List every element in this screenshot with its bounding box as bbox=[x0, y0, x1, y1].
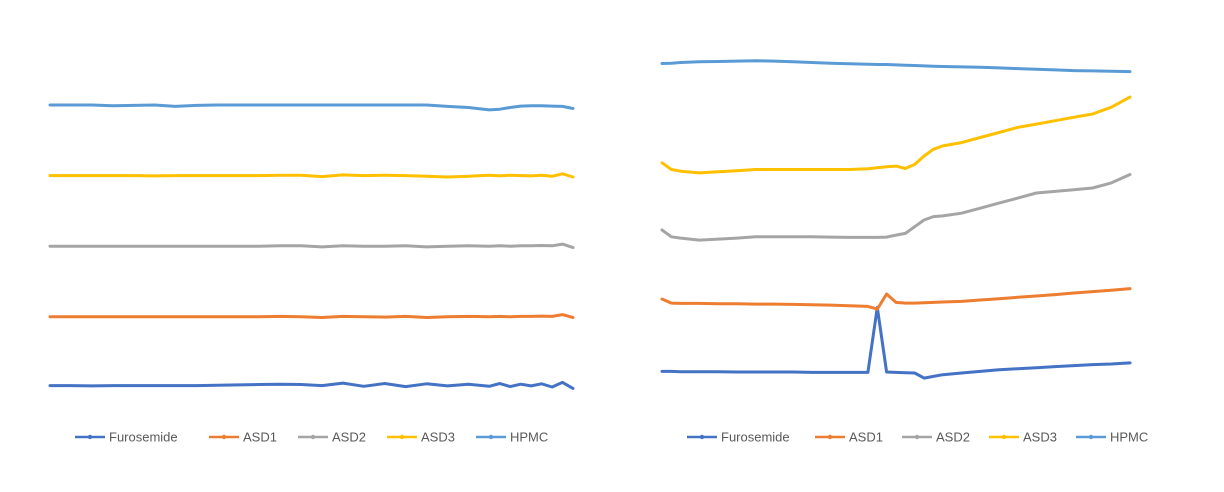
legend-label: Furosemide bbox=[721, 430, 790, 445]
series-line-asd2 bbox=[660, 173, 1132, 242]
series-line-asd2 bbox=[48, 242, 575, 250]
legend-marker bbox=[699, 434, 705, 440]
series-line-asd3 bbox=[48, 172, 575, 179]
legend-marker bbox=[87, 434, 93, 440]
legend-label: ASD1 bbox=[849, 430, 883, 445]
chart-left: Furosemide ASD1 ASD2 ASD3 HPMC bbox=[48, 103, 575, 445]
legend-item-asd2: ASD2 bbox=[298, 430, 366, 445]
legend-item-furosemide: Furosemide bbox=[687, 430, 790, 445]
legend-marker bbox=[399, 434, 405, 440]
legend-label: ASD2 bbox=[332, 430, 366, 445]
chart-right: Furosemide ASD1 ASD2 ASD3 HPMC bbox=[660, 59, 1148, 445]
legend-item-hpmc: HPMC bbox=[476, 430, 548, 445]
legend-marker bbox=[1001, 434, 1007, 440]
legend-item-asd2: ASD2 bbox=[902, 430, 970, 445]
series-line-asd1 bbox=[48, 313, 575, 319]
legend-item-asd1: ASD1 bbox=[209, 430, 277, 445]
series-line-asd3 bbox=[660, 95, 1132, 175]
legend-marker bbox=[827, 434, 833, 440]
series-line-hpmc bbox=[660, 59, 1132, 74]
legend-label: ASD3 bbox=[1023, 430, 1057, 445]
legend-label: ASD2 bbox=[936, 430, 970, 445]
legend-label: HPMC bbox=[510, 430, 548, 445]
series-line-furosemide bbox=[48, 380, 575, 390]
legend-marker bbox=[221, 434, 227, 440]
legend-item-furosemide: Furosemide bbox=[75, 430, 178, 445]
legend-label: HPMC bbox=[1110, 430, 1148, 445]
legend-item-asd3: ASD3 bbox=[989, 430, 1057, 445]
series-line-hpmc bbox=[48, 103, 575, 112]
legend-label: ASD3 bbox=[421, 430, 455, 445]
series-line-furosemide bbox=[660, 305, 1132, 380]
series-line-asd1 bbox=[660, 287, 1132, 311]
legend-label: ASD1 bbox=[243, 430, 277, 445]
legend-item-asd3: ASD3 bbox=[387, 430, 455, 445]
legend-marker bbox=[1088, 434, 1094, 440]
legend-item-asd1: ASD1 bbox=[815, 430, 883, 445]
legend-item-hpmc: HPMC bbox=[1076, 430, 1148, 445]
legend-marker bbox=[914, 434, 920, 440]
legend-label: Furosemide bbox=[109, 430, 178, 445]
legend-marker bbox=[488, 434, 494, 440]
legend-marker bbox=[310, 434, 316, 440]
